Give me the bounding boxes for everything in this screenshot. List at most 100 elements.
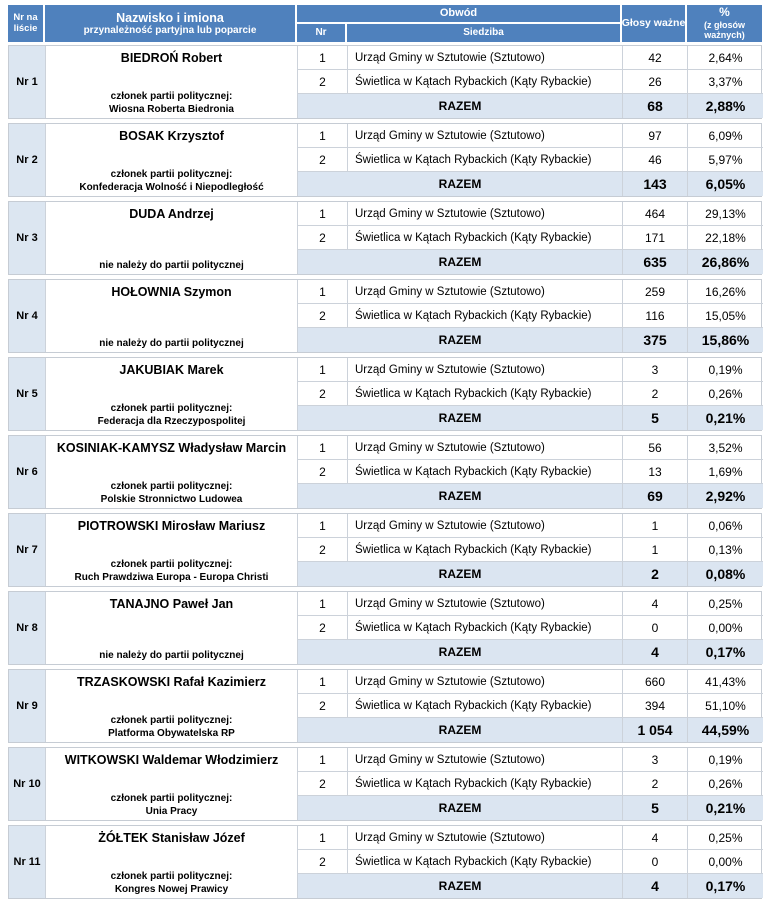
station-2-percent: 15,05% [688, 304, 763, 328]
station-2-percent: 5,97% [688, 148, 763, 172]
party-affiliation: członek partii politycznej: Polskie Stro… [46, 481, 297, 506]
header-valid-votes: Głosy ważne [622, 5, 687, 42]
station-2-number: 2 [298, 460, 348, 484]
header-candidate-subtitle: przynależność partyjna lub poparcie [83, 24, 257, 36]
station-1-percent: 6,09% [688, 124, 763, 148]
station-2-number: 2 [298, 850, 348, 874]
total-votes: 5 [623, 796, 688, 820]
station-1-votes: 3 [623, 358, 688, 382]
station-1-votes: 56 [623, 436, 688, 460]
station-2-votes: 2 [623, 382, 688, 406]
station-1-seat: Urząd Gminy w Sztutowie (Sztutowo) [348, 748, 623, 772]
station-2-votes: 171 [623, 226, 688, 250]
station-1-number: 1 [298, 358, 348, 382]
station-2-number: 2 [298, 226, 348, 250]
total-row-label: RAZEM [298, 172, 623, 196]
candidate-cell: BIEDROŃ Robert członek partii polityczne… [46, 46, 298, 118]
list-number-cell: Nr 7 [9, 514, 46, 586]
party-affiliation-line1: członek partii politycznej: [110, 481, 233, 492]
station-1-number: 1 [298, 202, 348, 226]
station-1-percent: 0,19% [688, 748, 763, 772]
header-candidate-title: Nazwisko i imiona [116, 10, 224, 25]
party-affiliation: nie należy do partii politycznej [46, 650, 297, 663]
station-2-number: 2 [298, 382, 348, 406]
total-votes: 375 [623, 328, 688, 352]
candidate-name: TANAJNO Paweł Jan [109, 597, 234, 611]
list-number-cell: Nr 6 [9, 436, 46, 508]
total-votes: 1 054 [623, 718, 688, 742]
station-1-seat: Urząd Gminy w Sztutowie (Sztutowo) [348, 124, 623, 148]
station-2-percent: 3,37% [688, 70, 763, 94]
station-1-number: 1 [298, 748, 348, 772]
total-percent: 44,59% [688, 718, 763, 742]
total-percent: 15,86% [688, 328, 763, 352]
party-affiliation-line1: członek partii politycznej: [110, 793, 233, 804]
station-2-votes: 394 [623, 694, 688, 718]
station-2-votes: 26 [623, 70, 688, 94]
party-affiliation-line1: członek partii politycznej: [110, 91, 233, 102]
candidate-name: BIEDROŃ Robert [120, 51, 223, 65]
total-row-label: RAZEM [298, 796, 623, 820]
station-2-number: 2 [298, 70, 348, 94]
station-1-percent: 0,25% [688, 592, 763, 616]
station-2-number: 2 [298, 148, 348, 172]
station-1-seat: Urząd Gminy w Sztutowie (Sztutowo) [348, 202, 623, 226]
list-number-cell: Nr 11 [9, 826, 46, 898]
party-affiliation-line2: Federacja dla Rzeczypospolitej [97, 415, 246, 427]
total-row-label: RAZEM [298, 874, 623, 898]
total-row-label: RAZEM [298, 718, 623, 742]
party-affiliation-line2: Ruch Prawdziwa Europa - Europa Christi [74, 571, 269, 583]
station-2-number: 2 [298, 538, 348, 562]
candidate-name: JAKUBIAK Marek [119, 363, 224, 377]
station-1-percent: 2,64% [688, 46, 763, 70]
total-percent: 0,17% [688, 874, 763, 898]
party-affiliation: członek partii politycznej: Platforma Ob… [46, 715, 297, 740]
party-affiliation-line2: Unia Pracy [145, 805, 198, 817]
party-affiliation: członek partii politycznej: Kongres Nowe… [46, 871, 297, 896]
station-2-percent: 0,13% [688, 538, 763, 562]
party-affiliation-line1: nie należy do partii politycznej [99, 259, 244, 271]
list-number-cell: Nr 5 [9, 358, 46, 430]
station-2-seat: Świetlica w Kątach Rybackich (Kąty Rybac… [348, 70, 623, 94]
candidate-block: Nr 11 ŻÓŁTEK Stanisław Józef członek par… [8, 825, 763, 899]
party-affiliation: członek partii politycznej: Wiosna Rober… [46, 91, 297, 116]
station-1-votes: 1 [623, 514, 688, 538]
list-number-cell: Nr 1 [9, 46, 46, 118]
candidate-name: WITKOWSKI Waldemar Włodzimierz [64, 753, 279, 767]
total-percent: 0,21% [688, 796, 763, 820]
party-affiliation-line2: Konfederacja Wolność i Niepodległość [79, 181, 264, 193]
candidate-block: Nr 7 PIOTROWSKI Mirosław Mariusz członek… [8, 513, 763, 587]
station-1-votes: 97 [623, 124, 688, 148]
station-2-seat: Świetlica w Kątach Rybackich (Kąty Rybac… [348, 538, 623, 562]
station-2-number: 2 [298, 772, 348, 796]
candidate-name: BOSAK Krzysztof [119, 129, 224, 143]
party-affiliation-line1: członek partii politycznej: [110, 169, 233, 180]
candidate-name: DUDA Andrzej [129, 207, 214, 221]
station-1-votes: 42 [623, 46, 688, 70]
station-2-percent: 0,00% [688, 850, 763, 874]
list-number-cell: Nr 10 [9, 748, 46, 820]
station-2-votes: 13 [623, 460, 688, 484]
station-2-number: 2 [298, 304, 348, 328]
total-row-label: RAZEM [298, 328, 623, 352]
station-2-seat: Świetlica w Kątach Rybackich (Kąty Rybac… [348, 148, 623, 172]
total-percent: 0,08% [688, 562, 763, 586]
total-votes: 2 [623, 562, 688, 586]
candidate-name: KOSINIAK-KAMYSZ Władysław Marcin [56, 441, 287, 455]
station-1-number: 1 [298, 46, 348, 70]
header-district-seat: Siedziba [347, 24, 622, 42]
station-2-percent: 51,10% [688, 694, 763, 718]
total-percent: 2,88% [688, 94, 763, 118]
candidate-cell: WITKOWSKI Waldemar Włodzimierz członek p… [46, 748, 298, 820]
station-2-votes: 0 [623, 850, 688, 874]
candidate-cell: ŻÓŁTEK Stanisław Józef członek partii po… [46, 826, 298, 898]
station-1-votes: 3 [623, 748, 688, 772]
total-percent: 0,17% [688, 640, 763, 664]
candidate-cell: TANAJNO Paweł Jan nie należy do partii p… [46, 592, 298, 664]
total-percent: 2,92% [688, 484, 763, 508]
station-1-number: 1 [298, 436, 348, 460]
station-2-seat: Świetlica w Kątach Rybackich (Kąty Rybac… [348, 460, 623, 484]
station-1-number: 1 [298, 124, 348, 148]
party-affiliation-line2: Kongres Nowej Prawicy [114, 883, 229, 895]
station-2-seat: Świetlica w Kątach Rybackich (Kąty Rybac… [348, 226, 623, 250]
